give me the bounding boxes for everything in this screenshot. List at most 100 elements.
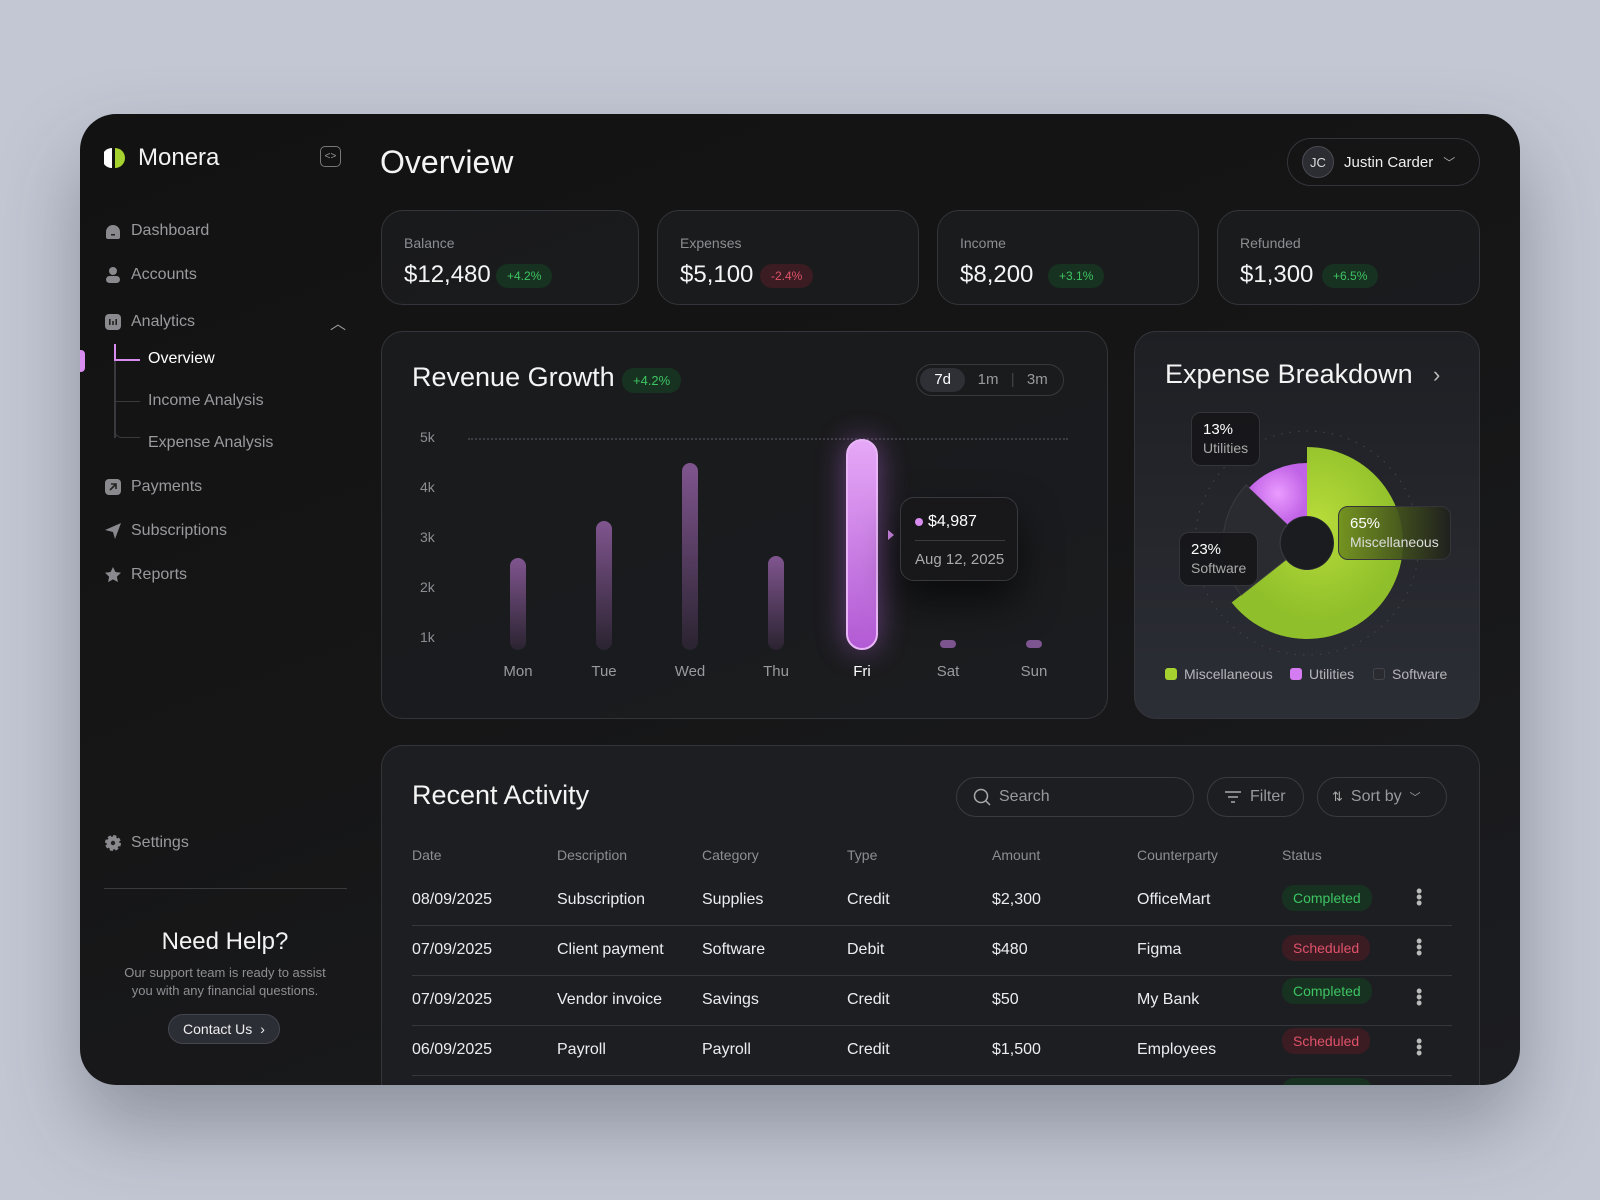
range-3m[interactable]: 3m — [1026, 371, 1048, 388]
sidebar-subitem-expense-analysis[interactable]: Expense Analysis — [148, 434, 274, 451]
pie-slice-utilities[interactable] — [1249, 463, 1307, 525]
brand-name: Monera — [138, 144, 220, 171]
y-tick-label: 1k — [420, 629, 435, 645]
table-cell: Figma — [1137, 941, 1182, 958]
status-badge: Completed — [1282, 978, 1372, 1004]
column-header[interactable]: Counterparty — [1137, 847, 1218, 863]
bar-thu[interactable] — [768, 555, 784, 650]
table-cell: $480 — [992, 941, 1028, 958]
divider — [104, 888, 347, 889]
sidebar-item-accounts[interactable]: Accounts — [104, 266, 197, 284]
table-cell: Credit — [847, 991, 890, 1008]
collapse-sidebar-button[interactable]: <> — [320, 146, 341, 167]
table-cell: Debit — [847, 941, 885, 958]
sidebar-item-subscriptions[interactable]: Subscriptions — [104, 522, 227, 540]
sidebar-item-label: Payments — [131, 478, 203, 495]
table-row[interactable]: 07/09/2025 Client payment Software Debit $48… — [382, 926, 1481, 976]
sidebar-item-reports[interactable]: Reports — [104, 566, 187, 584]
table-row[interactable]: 07/09/2025 Vendor invoice Savings Credit $50… — [382, 976, 1481, 1026]
tree-branch-active — [114, 359, 140, 361]
stat-change-badge: +4.2% — [496, 264, 553, 288]
table-row[interactable]: 06/09/2025 Payroll Payroll Credit $1,500 Empl… — [382, 1026, 1481, 1076]
sidebar-item-settings[interactable]: Settings — [104, 834, 189, 852]
legend-swatch — [1373, 668, 1385, 680]
sort-button[interactable]: ⇅ Sort by ﹀ — [1317, 777, 1447, 817]
column-header[interactable]: Description — [557, 847, 628, 863]
row-divider — [412, 1025, 1452, 1026]
sort-label: Sort by — [1350, 788, 1402, 805]
arrow-up-right-icon — [104, 478, 122, 496]
bar-sun[interactable] — [1026, 640, 1042, 648]
table-cell: Credit — [847, 1041, 890, 1058]
legend-item-utilities: Utilities — [1290, 666, 1354, 682]
bar-sat[interactable] — [940, 640, 956, 648]
active-indicator — [80, 350, 85, 372]
x-tick-label: Thu — [763, 663, 789, 680]
filter-button[interactable]: Filter — [1207, 777, 1304, 817]
table-cell: $2,300 — [992, 891, 1041, 908]
stat-change-badge: +6.5% — [1322, 264, 1379, 288]
home-icon — [104, 222, 122, 240]
chevron-down-icon: ﹀ — [1409, 792, 1421, 804]
range-7d[interactable]: 7d — [920, 368, 966, 392]
row-menu-icon[interactable]: • • • — [1416, 1031, 1423, 1063]
row-menu-icon[interactable]: • • • — [1416, 881, 1423, 913]
table-cell: OfficeMart — [1137, 891, 1211, 908]
legend-item-miscellaneous: Miscellaneous — [1165, 666, 1273, 682]
table-cell: 08/09/2025 — [412, 891, 493, 908]
sidebar-item-label: Accounts — [131, 266, 197, 283]
chevron-up-icon[interactable]: ︿ — [329, 316, 346, 333]
bar-wed[interactable] — [682, 463, 698, 650]
search-input[interactable]: Search — [956, 777, 1194, 817]
sidebar-item-dashboard[interactable]: Dashboard — [104, 222, 209, 240]
stat-card-refunded: Refunded $1,300 +6.5% — [1217, 210, 1480, 305]
bar-fri[interactable] — [846, 438, 878, 650]
legend-swatch — [1165, 668, 1177, 680]
pie-slice-miscellaneous[interactable] — [1231, 447, 1403, 639]
row-menu-icon[interactable]: • • • — [1416, 981, 1423, 1013]
stat-change-badge: +3.1% — [1048, 264, 1105, 288]
column-header[interactable]: Status — [1282, 847, 1322, 863]
column-header[interactable]: Date — [412, 847, 442, 863]
chevron-right-icon[interactable]: › — [1433, 362, 1441, 387]
pie-label-miscellaneous: 65% Miscellaneous — [1338, 506, 1451, 560]
table-cell: Subscription — [557, 891, 646, 908]
tree-line-active — [114, 344, 116, 359]
sidebar-item-analytics[interactable]: Analytics ︿ — [104, 310, 346, 334]
x-tick-label: Sun — [1020, 663, 1048, 680]
bar-tue[interactable] — [596, 520, 612, 650]
contact-us-button[interactable]: Contact Us › — [168, 1014, 280, 1044]
filter-label: Filter — [1250, 788, 1286, 805]
pie-label-value: 23% — [1191, 541, 1222, 558]
pie-label-name: Software — [1191, 560, 1247, 576]
sidebar-subitem-income-analysis[interactable]: Income Analysis — [148, 392, 264, 409]
pie-label-name: Miscellaneous — [1350, 534, 1439, 550]
column-header[interactable]: Type — [847, 847, 878, 863]
gear-icon — [104, 834, 122, 852]
tooltip-value: $4,987 — [928, 513, 977, 530]
table-cell: Software — [702, 941, 766, 958]
bar-mon[interactable] — [510, 558, 526, 650]
user-menu[interactable]: JC Justin Carder ﹀ — [1287, 138, 1480, 186]
column-header[interactable]: Amount — [992, 847, 1041, 863]
avatar: JC — [1302, 146, 1334, 178]
stat-label: Refunded — [1240, 235, 1301, 251]
row-menu-icon[interactable]: • • • — [1416, 931, 1423, 963]
chevron-down-icon: ﹀ — [1443, 155, 1456, 170]
sidebar-subitem-overview[interactable]: Overview — [148, 350, 215, 367]
column-header[interactable]: Category — [702, 847, 759, 863]
y-tick-label: 3k — [420, 529, 435, 545]
table-cell: Savings — [702, 991, 759, 1008]
sidebar-item-label: Settings — [131, 834, 189, 851]
y-tick-label: 4k — [420, 479, 435, 495]
table-row[interactable]: 08/09/2025 Subscription Supplies Credit $2,3… — [382, 876, 1481, 926]
stat-label: Balance — [404, 235, 455, 251]
revenue-growth-card: Revenue Growth +4.2% 7d 1m | 3m 5k 4k 3k 2k… — [381, 331, 1108, 719]
tree-branch — [114, 426, 140, 438]
stat-change-badge: -2.4% — [760, 264, 814, 288]
range-1m[interactable]: 1m — [977, 371, 999, 388]
stat-card-balance: Balance $12,480 +4.2% — [381, 210, 639, 305]
stat-label: Expenses — [680, 235, 742, 251]
sidebar-item-payments[interactable]: Payments — [104, 478, 202, 496]
sort-icon: ⇅ — [1332, 789, 1343, 804]
